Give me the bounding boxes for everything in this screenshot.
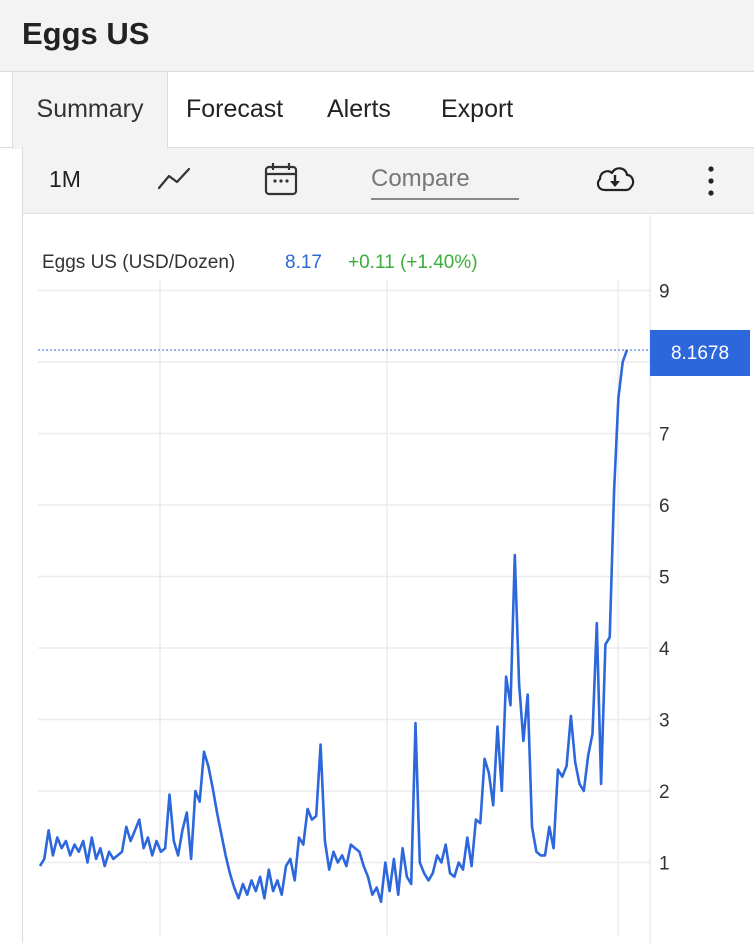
quote-change: +0.11 (+1.40%) <box>348 252 478 273</box>
chart-toolbar: 1M <box>23 148 754 214</box>
y-tick-label: 9 <box>659 282 670 303</box>
period-button[interactable]: 1M <box>49 166 81 192</box>
tab-alerts[interactable]: Alerts <box>327 95 391 123</box>
more-vertical-icon[interactable] <box>699 162 723 200</box>
last-price-label: 8.1678 <box>671 343 729 364</box>
y-tick-label: 2 <box>659 782 670 803</box>
quote-name: Eggs US (USD/Dozen) <box>42 252 235 273</box>
calendar-icon[interactable] <box>263 161 299 197</box>
y-tick-label: 6 <box>659 496 670 517</box>
series-line <box>38 349 629 904</box>
y-tick-label: 1 <box>659 854 670 875</box>
y-tick-label: 7 <box>659 425 670 446</box>
y-tick-label: 5 <box>659 568 670 589</box>
y-tick-label: 3 <box>659 711 670 732</box>
last-price-tag <box>650 330 750 377</box>
app-title-bar: Eggs US <box>0 0 754 72</box>
tab-forecast[interactable]: Forecast <box>186 95 284 123</box>
tab-export[interactable]: Export <box>441 95 514 123</box>
y-tick-label: 4 <box>659 639 670 660</box>
cloud-download-icon[interactable] <box>593 162 637 196</box>
quote-value: 8.17 <box>285 252 322 273</box>
tab-summary[interactable]: Summary <box>12 72 168 149</box>
line-chart-icon[interactable] <box>155 164 195 194</box>
tabs-bar: Summary Forecast Alerts Export <box>0 72 754 149</box>
chart-panel: 1M <box>22 148 754 943</box>
compare-input[interactable] <box>371 160 519 200</box>
app-title: Eggs US <box>22 16 150 51</box>
